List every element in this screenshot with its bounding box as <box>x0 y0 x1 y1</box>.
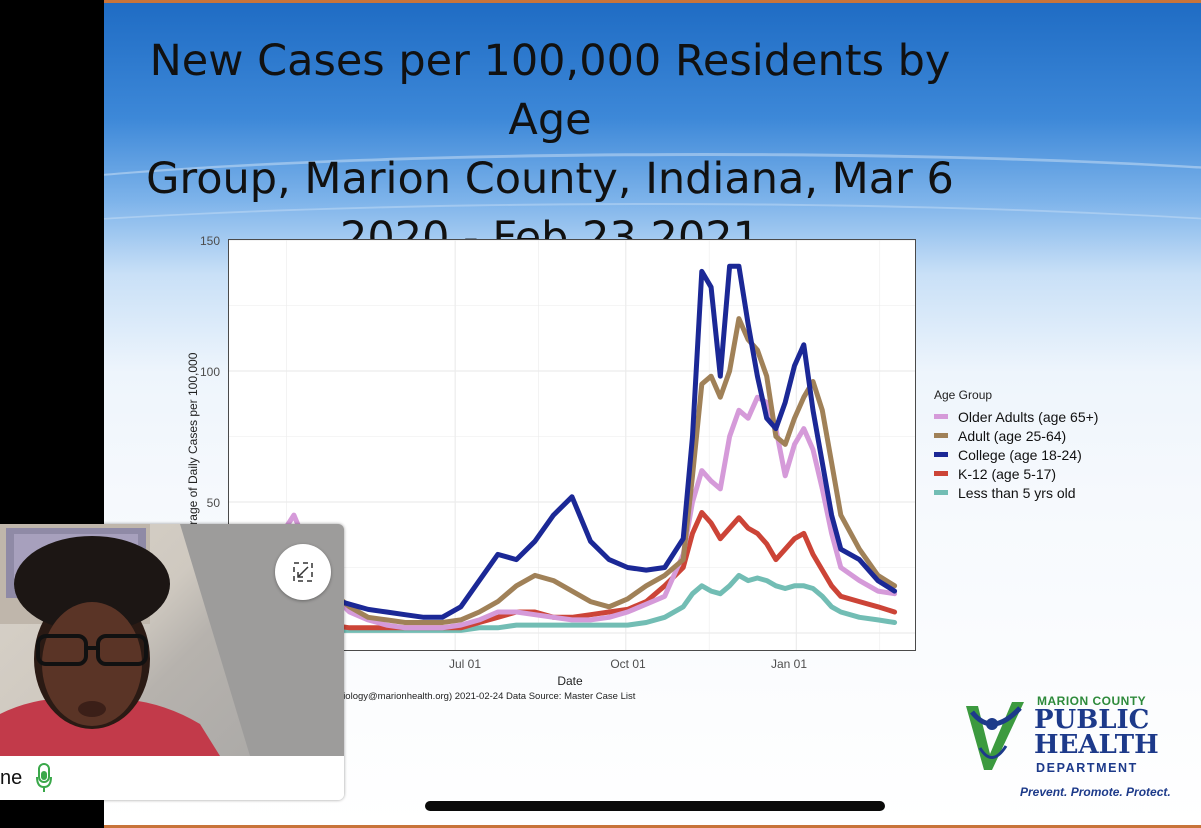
series-line <box>235 316 898 625</box>
legend-swatch <box>934 452 948 457</box>
legend-title: Age Group <box>934 388 993 402</box>
legend-label: College (age 18-24) <box>958 446 1082 463</box>
slide-title: New Cases per 100,000 Residents by Age G… <box>130 32 970 268</box>
participant-name-bar: ne <box>0 756 344 800</box>
logo-county-text: MARION COUNTY <box>1037 694 1147 708</box>
series-line <box>235 572 898 633</box>
x-axis-label: Date <box>557 674 583 688</box>
legend-swatch <box>934 414 948 419</box>
y-tick-label: 50 <box>206 496 220 510</box>
slide-wave-decoration <box>104 153 1201 276</box>
legend-label: Older Adults (age 65+) <box>958 408 1099 425</box>
series-line <box>235 263 898 628</box>
expand-icon <box>293 562 313 582</box>
logo-tagline: Prevent. Promote. Protect. <box>1020 785 1171 799</box>
legend-label: Less than 5 yrs old <box>958 484 1076 501</box>
y-tick-label: 150 <box>199 234 220 248</box>
legend-label: Adult (age 25-64) <box>958 427 1067 444</box>
x-tick-label: Oct 01 <box>610 657 646 671</box>
legend-swatch <box>934 490 948 495</box>
slide-title-line: New Cases per 100,000 Residents by Age <box>149 36 951 145</box>
line-chart <box>229 240 915 650</box>
y-tick-label: 100 <box>199 365 220 379</box>
legend-item: College (age 18-24) <box>934 445 1098 464</box>
expand-video-button[interactable] <box>275 544 331 600</box>
data-source-note: emiology@marionhealth.org) 2021-02-24 Da… <box>330 691 636 702</box>
slide-wave-decoration <box>104 203 1201 365</box>
logo-public-text: PUBLIC <box>1034 705 1150 735</box>
x-tick-label: Jul 01 <box>448 657 482 671</box>
series-line <box>235 394 898 631</box>
health-department-logo-icon <box>966 702 1024 770</box>
legend-item: Older Adults (age 65+) <box>934 407 1098 426</box>
y-axis-label: verage of Daily Cases per 100,000 <box>186 352 200 538</box>
legend-swatch <box>934 471 948 476</box>
scroll-handle[interactable] <box>425 801 885 811</box>
legend-swatch <box>934 433 948 438</box>
legend-item: Less than 5 yrs old <box>934 483 1098 502</box>
participant-name: ne <box>0 766 23 789</box>
legend-item: K-12 (age 5-17) <box>934 464 1098 483</box>
slide-title-line: Group, Marion County, Indiana, Mar 6 <box>146 154 954 204</box>
microphone-icon[interactable] <box>36 763 53 793</box>
legend-item: Adult (age 25-64) <box>934 426 1098 445</box>
logo-health-text: HEALTH <box>1034 730 1159 760</box>
x-tick-label: Jan 01 <box>770 657 808 671</box>
logo-department-text: DEPARTMENT <box>1036 761 1138 775</box>
legend-label: K-12 (age 5-17) <box>958 465 1057 482</box>
chart-legend: Age Group Older Adults (age 65+) Adult (… <box>934 388 1098 502</box>
